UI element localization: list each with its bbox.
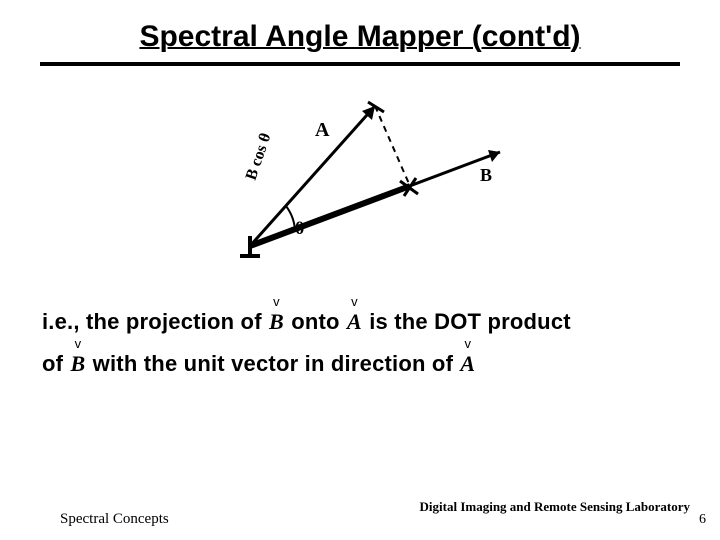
- footer-right: Digital Imaging and Remote Sensing Labor…: [420, 499, 690, 515]
- title-rule: [40, 62, 680, 66]
- label-b: B: [480, 165, 492, 185]
- text-segment-2: onto: [291, 309, 339, 334]
- baseline-axis: [250, 152, 500, 246]
- angle-arc: [286, 206, 295, 230]
- text-segment-4: of: [42, 351, 63, 376]
- diagram-wrap: A θ B B cos θ: [40, 86, 680, 281]
- label-bcos: B cos θ: [243, 131, 275, 182]
- text-segment-3: is the DOT product: [369, 309, 571, 334]
- vector-a-symbol: A: [346, 301, 363, 343]
- perp-dashed: [375, 106, 410, 186]
- label-theta: θ: [295, 218, 304, 238]
- slide-container: Spectral Angle Mapper (cont'd): [0, 0, 720, 540]
- text-segment-1: i.e., the projection of: [42, 309, 262, 334]
- page-number: 6: [699, 512, 706, 528]
- label-a: A: [315, 119, 330, 141]
- body-text: i.e., the projection of B onto A is the …: [40, 301, 680, 385]
- slide-title: Spectral Angle Mapper (cont'd): [40, 20, 680, 54]
- vector-projection-diagram: A θ B B cos θ: [200, 86, 520, 276]
- footer-left: Spectral Concepts: [60, 511, 169, 528]
- vector-b-symbol-2: B: [69, 343, 86, 385]
- text-segment-5: with the unit vector in direction of: [93, 351, 453, 376]
- vector-a-symbol-2: A: [459, 343, 476, 385]
- vector-b-symbol: B: [268, 301, 285, 343]
